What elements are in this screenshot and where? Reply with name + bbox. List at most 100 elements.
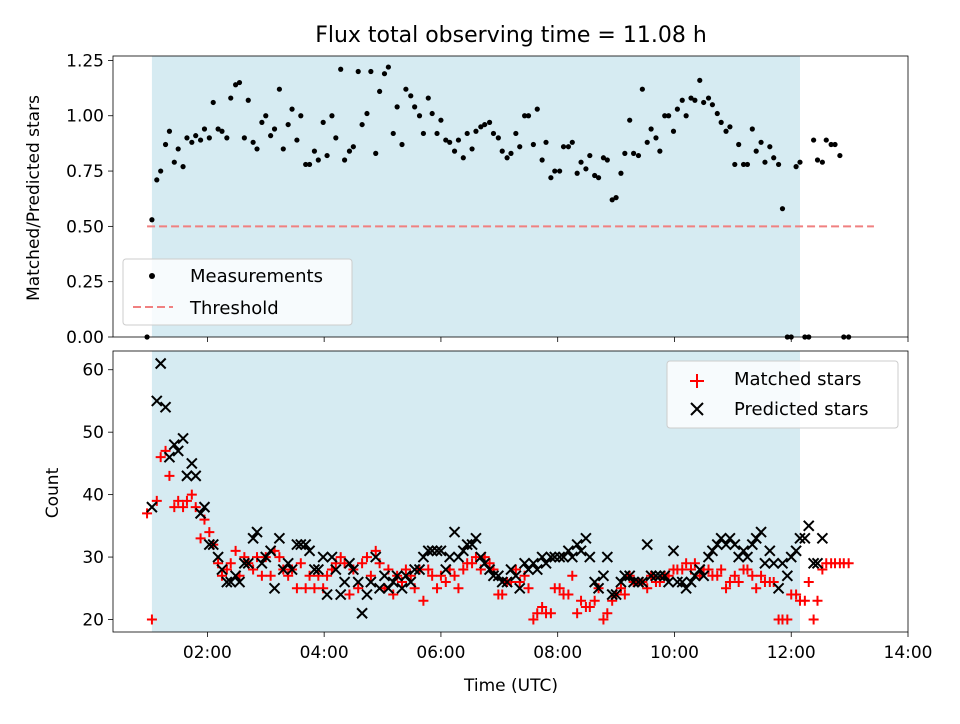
predicted-star-marker: [291, 538, 303, 551]
measurement-point: [429, 110, 435, 117]
matched-star-marker: [361, 552, 372, 563]
measurement-point: [823, 137, 829, 143]
matched-star-marker: [532, 608, 543, 619]
predicted-star-marker: [645, 570, 657, 582]
predicted-star-marker: [615, 576, 627, 588]
measurement-point: [285, 121, 291, 128]
measurement-point: [662, 113, 668, 119]
matched-star-marker: [335, 552, 346, 563]
matched-star-marker: [756, 570, 767, 581]
measurement-point: [797, 159, 803, 165]
matched-star-marker: [291, 583, 302, 594]
predicted-star-marker: [251, 526, 263, 538]
bottom-x-tick-label: 02:00: [183, 643, 232, 663]
predicted-stars-points: [146, 357, 829, 619]
measurement-point: [504, 155, 510, 161]
matched-star-marker: [388, 589, 399, 600]
measurement-point: [635, 152, 642, 159]
matched-star-marker: [716, 564, 727, 575]
predicted-star-marker: [650, 570, 662, 582]
predicted-star-marker: [588, 576, 601, 588]
measurement-point: [460, 155, 466, 161]
bottom-y-tick-label: 20: [82, 611, 104, 631]
predicted-star-marker: [299, 538, 312, 551]
bottom-x-tick-label: 14:00: [884, 643, 933, 663]
legend-matched-label: Matched stars: [734, 369, 861, 390]
matched-star-marker: [142, 508, 153, 519]
matched-star-marker: [563, 589, 574, 600]
predicted-star-marker: [212, 551, 224, 563]
predicted-star-marker: [536, 551, 548, 563]
predicted-star-marker: [776, 557, 789, 570]
measurement-point: [653, 135, 659, 141]
measurement-point: [779, 206, 786, 212]
matched-star-marker: [817, 564, 828, 575]
predicted-star-marker: [487, 570, 500, 582]
matched-star-marker: [295, 558, 306, 569]
measurement-point: [609, 197, 615, 203]
matched-star-marker: [432, 583, 443, 594]
measurement-point: [552, 168, 558, 174]
predicted-star-marker: [190, 470, 202, 482]
matched-star-marker: [808, 614, 819, 625]
matched-star-marker: [843, 558, 854, 569]
matched-star-marker: [181, 495, 192, 506]
matched-star-marker: [554, 583, 565, 594]
measurement-point: [753, 148, 759, 154]
predicted-star-marker: [636, 576, 649, 588]
legend-threshold-label: Threshold: [189, 298, 279, 319]
matched-star-marker: [370, 545, 381, 556]
bottom-y-tick-label: 50: [82, 423, 104, 443]
matched-star-marker: [178, 502, 189, 513]
measurement-point: [394, 104, 400, 110]
predicted-star-marker: [527, 557, 540, 570]
measurement-point: [604, 157, 610, 163]
measurement-point: [338, 66, 344, 72]
matched-star-marker: [576, 595, 587, 606]
predicted-star-marker: [308, 563, 321, 576]
matched-star-marker: [274, 552, 285, 563]
measurement-point: [434, 130, 440, 137]
predicted-star-marker: [373, 582, 386, 594]
measurement-point: [236, 79, 243, 86]
predicted-star-marker: [729, 538, 741, 551]
predicted-star-marker: [811, 557, 824, 570]
matched-star-marker: [221, 564, 232, 575]
predicted-star-marker: [186, 457, 198, 470]
measurement-point: [674, 106, 680, 112]
matched-star-marker: [747, 570, 758, 581]
measurement-point: [193, 133, 199, 139]
measurement-point: [254, 146, 260, 152]
predicted-star-marker: [627, 576, 640, 588]
measurement-point: [250, 139, 256, 145]
matched-star-marker: [186, 489, 197, 500]
measurement-point: [543, 139, 549, 145]
matched-star-marker: [484, 558, 495, 569]
measurement-point: [473, 128, 479, 134]
predicted-star-marker: [338, 576, 351, 588]
measurement-point: [373, 150, 379, 156]
measurement-point: [355, 68, 361, 75]
predicted-star-marker: [659, 570, 671, 582]
predicted-star-marker: [330, 563, 342, 576]
matched-star-marker: [453, 583, 464, 594]
predicted-star-marker: [268, 582, 281, 594]
matched-star-marker: [146, 614, 157, 625]
predicted-star-marker: [470, 532, 482, 545]
matched-star-marker: [572, 608, 583, 619]
predicted-star-marker: [203, 538, 216, 551]
measurement-point: [268, 133, 274, 139]
predicted-star-marker: [163, 451, 176, 463]
matched-star-marker: [300, 583, 311, 594]
predicted-star-marker: [592, 582, 605, 594]
measurement-point: [455, 137, 462, 143]
measurement-point: [210, 99, 216, 106]
measurement-point: [233, 82, 239, 88]
predicted-star-marker: [194, 507, 207, 520]
measurement-point: [447, 139, 453, 145]
matched-star-marker: [537, 602, 548, 613]
bottom-x-tick-label: 06:00: [416, 643, 465, 663]
bottom-legend-box: [666, 360, 899, 429]
matched-star-marker: [729, 570, 740, 581]
predicted-star-marker: [623, 570, 636, 582]
